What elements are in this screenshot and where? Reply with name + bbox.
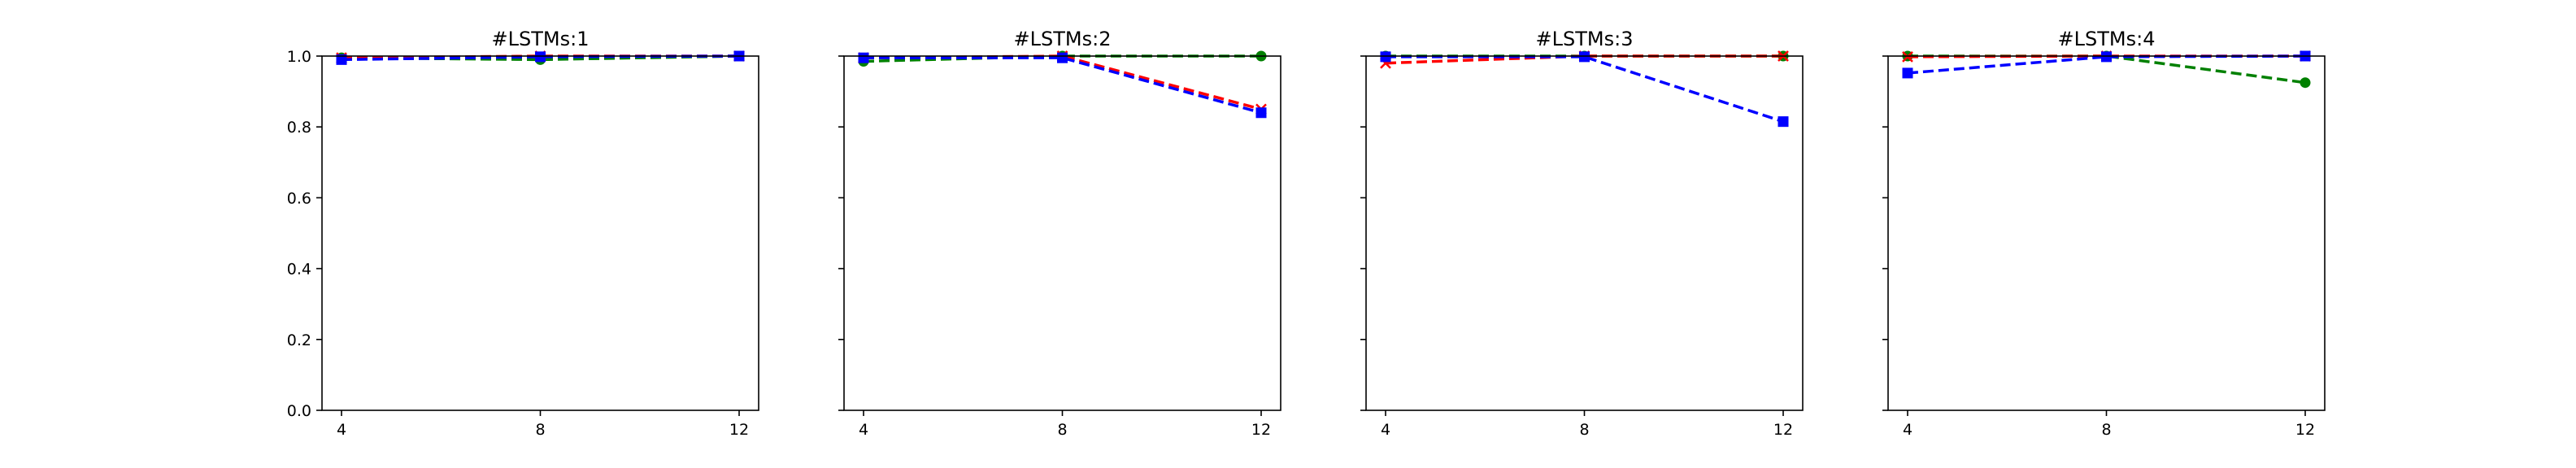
data-point-square: [1902, 67, 1913, 79]
data-point-circle: [2300, 77, 2311, 89]
series-line-3: [864, 56, 1262, 115]
subplot-3: #LSTMs:3 4 8 12: [1360, 28, 1804, 439]
x-tick-label: 12: [1773, 421, 1793, 439]
axes-frame: [843, 55, 1281, 411]
x-tick-label: 12: [729, 421, 749, 439]
series-line-2: [863, 54, 1262, 111]
subplot-4: #LSTMs:4 4 8 12: [1882, 28, 2326, 439]
data-point-square: [2101, 51, 2112, 63]
axes-frame: [1887, 55, 2326, 411]
subplot-title: #LSTMs:2: [1014, 28, 1112, 50]
y-tick-label: 0.6: [287, 189, 311, 207]
data-point-square: [535, 51, 546, 63]
y-tick-label: 1.0: [287, 48, 311, 66]
data-point-square: [1057, 52, 1068, 63]
data-point-square: [1255, 107, 1267, 119]
axes-frame: [1365, 55, 1804, 411]
x-tick-label: 8: [1579, 421, 1589, 439]
y-tick-label: 0.8: [287, 119, 311, 136]
x-tick-label: 12: [2295, 421, 2315, 439]
y-tick-label: 0.2: [287, 332, 311, 349]
x-tick-label: 4: [1381, 421, 1390, 439]
data-point-square: [1380, 51, 1391, 63]
data-point-square: [858, 52, 869, 63]
data-point-square: [336, 54, 347, 65]
y-tick-label: 0.4: [287, 261, 311, 279]
x-tick-label: 8: [2101, 421, 2111, 439]
x-tick-label: 4: [1903, 421, 1912, 439]
series-line-3: [1386, 55, 1784, 124]
x-tick-label: 4: [337, 421, 346, 439]
data-point-square: [1778, 116, 1789, 128]
axes-frame: [321, 55, 759, 411]
subplot-title: #LSTMs:3: [1536, 28, 1634, 50]
subplot-1: #LSTMs:1 0.0 0.2 0.4 0.6 0.8 1.0 4 8 12: [287, 28, 759, 439]
subplot-2: #LSTMs:2 4 8 12: [838, 28, 1281, 439]
data-point-square: [1579, 51, 1590, 63]
x-tick-label: 8: [535, 421, 545, 439]
y-tick-label: 0.0: [287, 402, 311, 420]
x-tick-label: 8: [1057, 421, 1067, 439]
subplot-title: #LSTMs:4: [2058, 28, 2156, 50]
x-tick-label: 12: [1251, 421, 1271, 439]
x-tick-label: 4: [859, 421, 868, 439]
data-point-x: [1902, 50, 1913, 63]
subplot-title: #LSTMs:1: [492, 28, 590, 50]
